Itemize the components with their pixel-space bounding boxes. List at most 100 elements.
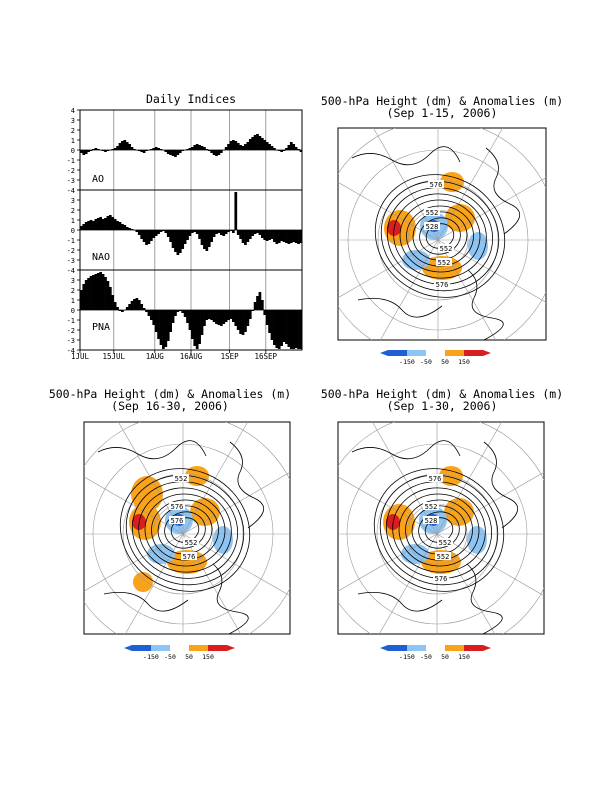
index-bar (253, 230, 257, 234)
index-bar (145, 310, 148, 312)
index-bar (299, 230, 303, 243)
contour-label: 576 (171, 503, 184, 511)
colorbar-segment (426, 645, 445, 651)
index-bar (188, 230, 192, 236)
coastline (351, 440, 518, 634)
colorbar-arrow (380, 350, 388, 356)
index-bar (292, 230, 296, 242)
contour-label: 576 (430, 181, 443, 189)
index-bar (94, 148, 98, 150)
map3-period: (Sep 1-30, 2006) (386, 399, 498, 413)
index-bar (268, 230, 271, 240)
meridian (436, 422, 503, 535)
index-bar (244, 310, 247, 332)
index-bar (285, 310, 288, 344)
y-tick-label: -3 (67, 177, 75, 185)
index-bar (137, 230, 141, 235)
contour-label-bg (428, 180, 444, 188)
index-bar (121, 224, 124, 230)
index-bar (154, 147, 158, 150)
contour-label: 576 (171, 517, 184, 525)
index-bar (234, 141, 238, 150)
contour-label: 576 (183, 553, 196, 561)
index-bar (101, 219, 105, 230)
index-bar (270, 310, 274, 340)
contour-label-bg (181, 552, 197, 560)
contour-label: 552 (425, 503, 438, 511)
index-bar (294, 147, 298, 150)
index-bar (289, 142, 293, 150)
height-contour (164, 511, 206, 549)
map-content: 576 552 528 552 552 576 (338, 422, 544, 634)
index-bar (229, 310, 233, 319)
height-contour (419, 217, 461, 255)
map-content: 576 552 528 552 552 576 (338, 128, 546, 340)
index-bar (89, 276, 93, 310)
index-bar (96, 218, 100, 230)
meridian (182, 533, 290, 597)
index-bar (227, 310, 230, 320)
index-bar (89, 150, 93, 151)
index-bar (80, 290, 83, 310)
colorbar-segment (132, 645, 151, 651)
meridian (436, 471, 544, 535)
index-bar (210, 310, 214, 320)
index-bar (217, 310, 221, 325)
index-bar (207, 310, 211, 319)
index-bar (280, 230, 283, 241)
y-tick-label: -2 (67, 247, 75, 255)
meridian (338, 476, 438, 535)
colorbar-segment (388, 350, 407, 356)
contour-label-bg (433, 574, 449, 582)
index-bar (108, 150, 112, 151)
index-bar (101, 150, 105, 151)
contour-label: 552 (437, 553, 450, 561)
y-tick-label: 1 (71, 297, 75, 305)
index-bar (133, 149, 136, 150)
index-bar (174, 310, 177, 316)
contour-label-bg (173, 474, 189, 482)
meridian (437, 239, 546, 303)
colorbar-label: -150 (399, 653, 415, 661)
contour-label: 576 (436, 281, 449, 289)
index-bar (297, 230, 300, 244)
height-contour (131, 481, 239, 579)
index-bar (241, 230, 245, 243)
index-bar (232, 230, 235, 233)
index-bar (248, 139, 252, 150)
index-bar (244, 230, 247, 245)
index-bar (133, 230, 136, 231)
y-tick-label: 1 (71, 137, 75, 145)
meridian (437, 177, 546, 241)
index-bar (224, 147, 228, 150)
index-bar (104, 277, 107, 310)
index-bar (251, 230, 255, 236)
index-bar (273, 230, 276, 242)
anomaly-blob (133, 572, 153, 592)
y-tick-label: -1 (67, 237, 75, 245)
index-bar (282, 150, 286, 151)
index-bar (183, 230, 187, 244)
index-bar (137, 300, 141, 310)
index-bar (212, 150, 216, 155)
index-bar (116, 221, 119, 230)
colorbar-segment (170, 645, 189, 651)
index-bar (116, 146, 119, 150)
y-tick-label: -3 (67, 337, 75, 345)
index-bar (92, 221, 95, 230)
index-bar (137, 150, 141, 151)
index-bar (104, 150, 107, 152)
index-bar (280, 310, 283, 346)
index-bar (162, 150, 165, 151)
index-bar (268, 144, 271, 150)
index-bar (292, 310, 296, 349)
index-bar (123, 140, 127, 150)
index-bar (258, 230, 262, 235)
index-bar (203, 230, 206, 249)
index-bar (149, 310, 153, 320)
index-bar (222, 310, 226, 324)
index-bar (212, 230, 216, 237)
index-bar (113, 148, 117, 150)
index-bar (246, 230, 250, 242)
y-tick-label: -2 (67, 167, 75, 175)
